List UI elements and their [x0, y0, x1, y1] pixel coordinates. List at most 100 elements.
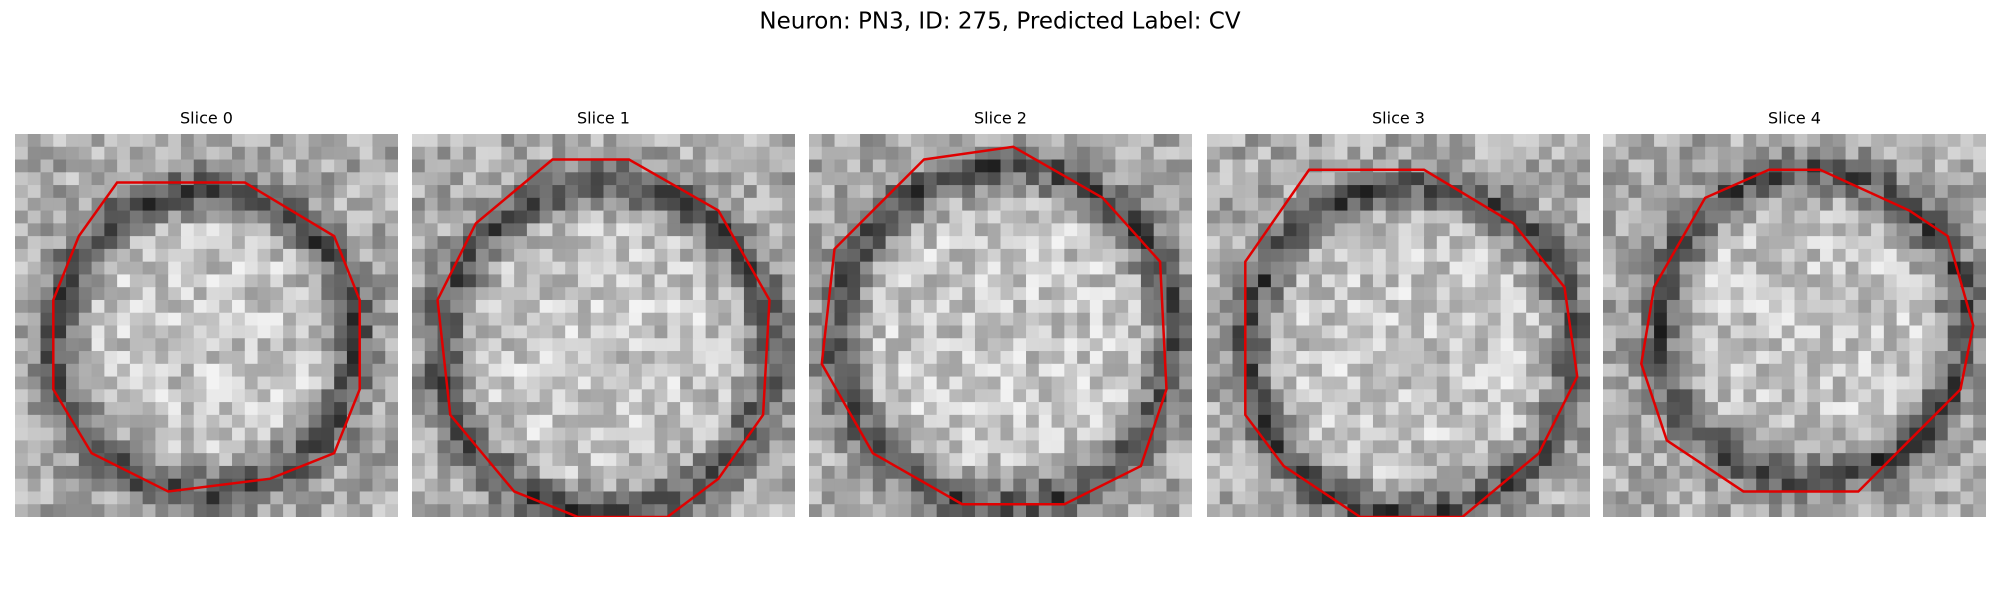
pixel	[1219, 389, 1234, 403]
pixel	[936, 197, 951, 212]
pixel	[1347, 325, 1361, 339]
pixel	[270, 389, 284, 403]
pixel	[1207, 414, 1221, 429]
pixel	[142, 210, 157, 224]
pixel	[206, 287, 220, 301]
pixel	[1309, 299, 1323, 314]
pixel	[1730, 312, 1745, 327]
pixel	[1743, 338, 1757, 352]
pixel	[450, 427, 464, 441]
pixel	[1013, 159, 1027, 173]
pixel	[1219, 363, 1234, 378]
pixel	[1321, 287, 1336, 301]
pixel	[1551, 236, 1566, 250]
pixel	[1960, 197, 1974, 212]
pixel	[1296, 440, 1310, 454]
pixel	[565, 414, 579, 429]
pixel	[692, 478, 707, 493]
pixel	[168, 504, 182, 517]
pixel	[27, 504, 42, 517]
pixel	[1128, 185, 1142, 199]
pixel	[1128, 338, 1142, 352]
pixel	[1896, 351, 1910, 365]
pixel	[91, 146, 105, 161]
pixel	[1666, 351, 1681, 365]
pixel	[1845, 261, 1859, 276]
pixel	[1577, 325, 1590, 339]
pixel	[539, 197, 554, 212]
pixel	[142, 325, 157, 339]
pixel	[1883, 134, 1898, 148]
pixel	[1128, 427, 1142, 441]
pixel	[1000, 427, 1014, 441]
pixel	[1756, 134, 1770, 148]
pixel	[78, 159, 93, 173]
pixel	[180, 389, 195, 403]
pixel	[1102, 325, 1116, 339]
pixel	[1883, 223, 1898, 237]
pixel	[962, 338, 976, 352]
pixel	[1756, 504, 1770, 517]
pixel	[936, 261, 951, 276]
pixel	[1934, 351, 1949, 365]
pixel	[923, 414, 938, 429]
pixel	[1577, 146, 1590, 161]
pixel	[1947, 185, 1962, 199]
pixel	[936, 223, 951, 237]
pixel	[1347, 248, 1361, 263]
pixel	[1500, 402, 1514, 416]
pixel	[667, 287, 681, 301]
pixel	[372, 299, 386, 314]
pixel	[1347, 261, 1361, 276]
pixel	[1551, 427, 1566, 441]
pixel	[847, 248, 861, 263]
pixel	[244, 414, 259, 429]
pixel	[1717, 453, 1732, 467]
pixel	[1820, 146, 1834, 161]
pixel	[1283, 325, 1297, 339]
pixel	[1922, 491, 1936, 505]
pixel	[1385, 185, 1400, 199]
pixel	[475, 414, 490, 429]
pixel	[1820, 389, 1834, 403]
pixel	[809, 210, 823, 224]
pixel	[1730, 299, 1745, 314]
pixel	[1973, 172, 1986, 186]
pixel	[872, 134, 887, 148]
pixel	[1475, 159, 1489, 173]
pixel	[1717, 338, 1732, 352]
pixel	[1179, 210, 1192, 224]
pixel	[463, 478, 477, 493]
pixel	[1385, 223, 1400, 237]
pixel	[1089, 465, 1104, 480]
pixel	[1500, 134, 1514, 148]
pixel	[1756, 185, 1770, 199]
pixel	[769, 274, 783, 288]
pixel	[769, 197, 783, 212]
pixel	[1794, 185, 1808, 199]
pixel	[372, 478, 386, 493]
pixel	[321, 312, 335, 327]
pixel	[616, 274, 630, 288]
pixel	[1730, 351, 1745, 365]
pixel	[1922, 363, 1936, 378]
pixel	[359, 440, 374, 454]
pixel	[1768, 402, 1783, 416]
pixel	[1475, 223, 1489, 237]
pixel	[1334, 261, 1349, 276]
pixel	[1538, 389, 1553, 403]
pixel	[1385, 465, 1400, 480]
pixel	[1807, 376, 1821, 390]
pixel	[1245, 146, 1259, 161]
pixel	[27, 414, 42, 429]
pixel	[949, 402, 963, 416]
pixel	[168, 287, 182, 301]
pixel	[1385, 325, 1400, 339]
pixel	[1781, 185, 1796, 199]
pixel	[488, 491, 502, 505]
pixel	[244, 453, 259, 467]
pixel	[1153, 287, 1168, 301]
pixel	[1166, 248, 1180, 263]
pixel	[1360, 134, 1374, 148]
pixel	[437, 261, 451, 276]
